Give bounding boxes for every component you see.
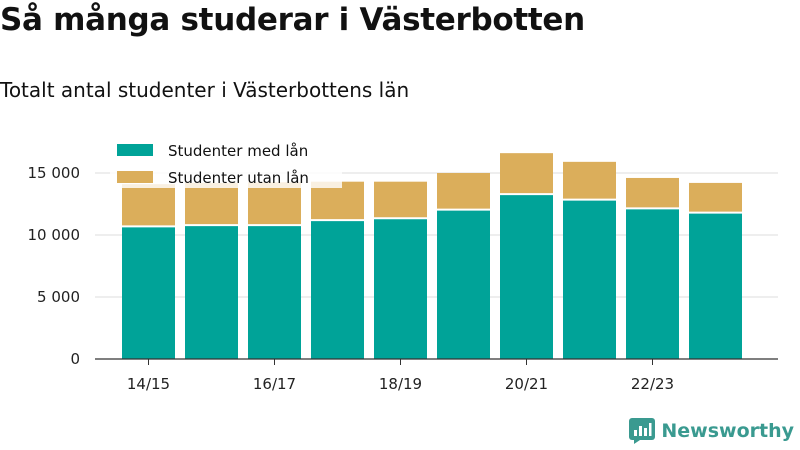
- bar-segment: [122, 226, 175, 359]
- newsworthy-logo-icon: [629, 418, 656, 444]
- bar-segment: [185, 182, 238, 226]
- bar-segment: [185, 225, 238, 359]
- brand-logo: Newsworthy: [629, 418, 794, 444]
- y-tick-label: 15 000: [28, 164, 81, 182]
- legend-swatch: [117, 144, 153, 156]
- y-tick-label: 10 000: [28, 226, 81, 244]
- bar-segment: [248, 225, 301, 359]
- bar-segment: [563, 161, 616, 200]
- chart-title: Så många studerar i Västerbotten: [0, 2, 585, 38]
- brand-name: Newsworthy: [661, 420, 794, 442]
- y-tick-label: 0: [70, 350, 80, 368]
- legend-label: Studenter med lån: [168, 142, 308, 160]
- bar-segment: [500, 153, 553, 195]
- y-tick-label: 5 000: [37, 288, 80, 306]
- x-tick-label: 22/23: [631, 375, 674, 393]
- chart-subtitle: Totalt antal studenter i Västerbottens l…: [0, 78, 410, 102]
- bar-segment: [437, 209, 490, 359]
- bar-segment: [689, 182, 742, 213]
- x-tick-label: 18/19: [379, 375, 422, 393]
- bar-segment: [500, 194, 553, 359]
- bar-segment: [311, 220, 364, 359]
- x-tick-label: 16/17: [253, 375, 296, 393]
- x-tick-label: 14/15: [127, 375, 170, 393]
- legend-label: Studenter utan lån: [168, 169, 309, 187]
- bar-segment: [626, 208, 679, 359]
- bar-segment: [563, 199, 616, 359]
- bar-segment: [311, 181, 364, 221]
- bar-segment: [248, 182, 301, 226]
- bar-segment: [374, 181, 427, 219]
- bar-segment: [437, 173, 490, 210]
- legend-swatch: [117, 171, 153, 183]
- bar-segment: [374, 218, 427, 359]
- bar-segment: [122, 184, 175, 227]
- x-tick-label: 20/21: [505, 375, 548, 393]
- bar-segment: [689, 212, 742, 359]
- bar-segment: [626, 177, 679, 209]
